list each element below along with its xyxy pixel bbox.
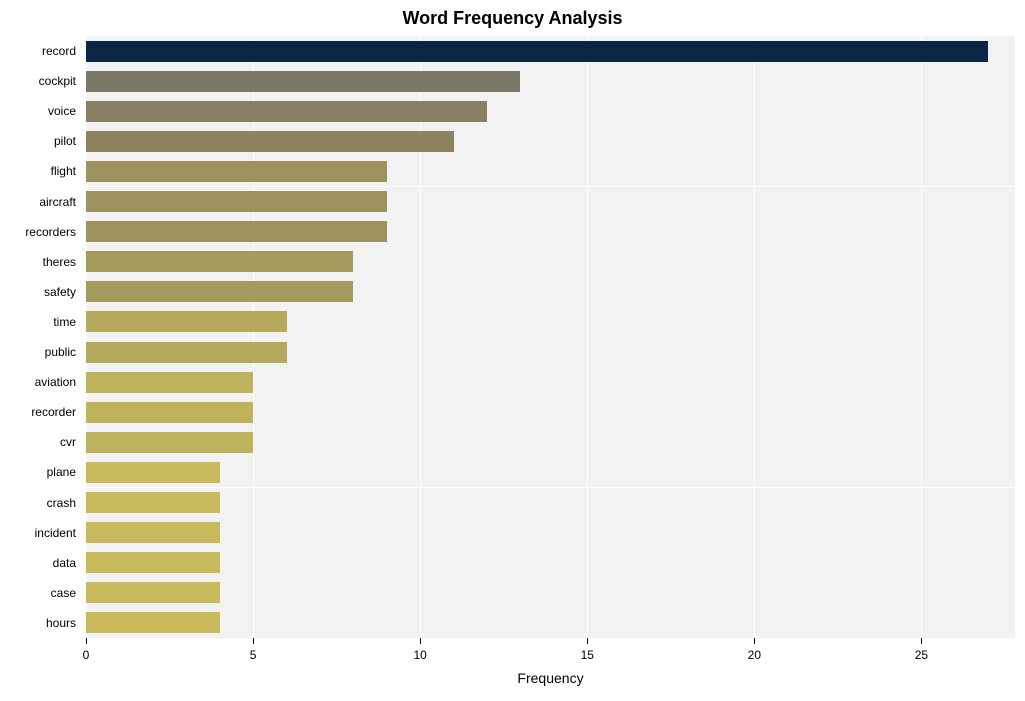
y-tick-label: public <box>0 345 76 359</box>
grid-line <box>86 36 87 638</box>
x-tick-mark <box>253 638 254 644</box>
bar-row <box>86 337 1015 367</box>
grid-line <box>420 36 421 638</box>
bar-row <box>86 427 1015 457</box>
x-tick-label: 25 <box>915 648 928 662</box>
x-tick-mark <box>420 638 421 644</box>
y-tick-label: cockpit <box>0 74 76 88</box>
x-tick-mark <box>921 638 922 644</box>
bar <box>86 432 253 453</box>
y-tick-label: record <box>0 44 76 58</box>
bar <box>86 582 220 603</box>
bar-row <box>86 217 1015 247</box>
grid-line <box>253 36 254 638</box>
plot-area <box>86 36 1015 638</box>
y-tick-label: crash <box>0 496 76 510</box>
y-tick-label: recorders <box>0 225 76 239</box>
bar-row <box>86 187 1015 217</box>
x-tick-label: 20 <box>748 648 761 662</box>
bar <box>86 402 253 423</box>
bar <box>86 101 487 122</box>
y-tick-label: case <box>0 586 76 600</box>
y-tick-label: safety <box>0 285 76 299</box>
bar <box>86 41 988 62</box>
bar <box>86 71 520 92</box>
x-tick-mark <box>754 638 755 644</box>
x-axis: Frequency 0 5 10 15 20 25 <box>86 638 1015 698</box>
y-tick-label: pilot <box>0 134 76 148</box>
bar-row <box>86 608 1015 638</box>
bar-row <box>86 126 1015 156</box>
x-tick-label: 0 <box>83 648 90 662</box>
x-tick-label: 5 <box>250 648 257 662</box>
row-background <box>86 548 1015 578</box>
y-tick-label: cvr <box>0 435 76 449</box>
bar-row <box>86 307 1015 337</box>
bar-row <box>86 367 1015 397</box>
bar-row <box>86 247 1015 277</box>
grid-line <box>921 36 922 638</box>
y-tick-label: hours <box>0 616 76 630</box>
bar-row <box>86 36 1015 66</box>
y-tick-label: data <box>0 556 76 570</box>
grid-line <box>587 36 588 638</box>
y-tick-label: aviation <box>0 375 76 389</box>
bar-row <box>86 96 1015 126</box>
bar <box>86 311 287 332</box>
bar-row <box>86 277 1015 307</box>
y-tick-label: recorder <box>0 405 76 419</box>
y-tick-label: theres <box>0 255 76 269</box>
bar <box>86 342 287 363</box>
y-tick-label: flight <box>0 164 76 178</box>
row-background <box>86 578 1015 608</box>
y-tick-label: incident <box>0 526 76 540</box>
bar <box>86 522 220 543</box>
bar <box>86 221 387 242</box>
y-axis-labels: record cockpit voice pilot flight aircraft rec… <box>0 36 80 638</box>
x-tick-mark <box>86 638 87 644</box>
bar <box>86 161 387 182</box>
bar <box>86 462 220 483</box>
grid-line <box>754 36 755 638</box>
row-background <box>86 608 1015 638</box>
y-tick-label: aircraft <box>0 195 76 209</box>
bar-row <box>86 488 1015 518</box>
bar-row <box>86 156 1015 186</box>
x-tick-label: 10 <box>413 648 426 662</box>
row-background <box>86 457 1015 487</box>
bar-row <box>86 397 1015 427</box>
x-axis-title: Frequency <box>86 670 1015 686</box>
bar <box>86 251 353 272</box>
bar <box>86 552 220 573</box>
bar-row <box>86 66 1015 96</box>
bar <box>86 131 454 152</box>
bar-row <box>86 548 1015 578</box>
bar <box>86 191 387 212</box>
bar <box>86 492 220 513</box>
word-frequency-chart: Word Frequency Analysis record cockpit voi… <box>0 0 1025 701</box>
x-tick-label: 15 <box>581 648 594 662</box>
chart-title: Word Frequency Analysis <box>0 8 1025 29</box>
bar <box>86 612 220 633</box>
x-tick-mark <box>587 638 588 644</box>
bar-row <box>86 518 1015 548</box>
bar <box>86 281 353 302</box>
bar <box>86 372 253 393</box>
y-tick-label: time <box>0 315 76 329</box>
y-tick-label: voice <box>0 104 76 118</box>
y-tick-label: plane <box>0 465 76 479</box>
row-background <box>86 518 1015 548</box>
bar-row <box>86 457 1015 487</box>
row-background <box>86 488 1015 518</box>
bar-row <box>86 578 1015 608</box>
